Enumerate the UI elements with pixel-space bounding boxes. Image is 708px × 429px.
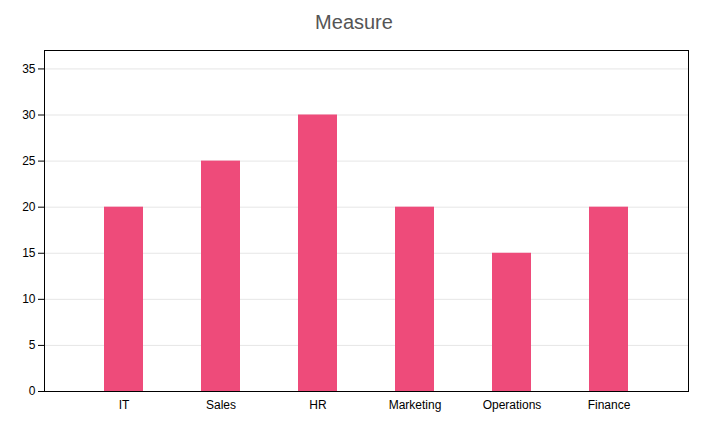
svg-text:20: 20 <box>22 200 36 214</box>
svg-text:0: 0 <box>29 384 36 398</box>
svg-text:10: 10 <box>22 292 36 306</box>
svg-text:Finance: Finance <box>588 398 631 412</box>
svg-text:30: 30 <box>22 108 36 122</box>
svg-text:IT: IT <box>119 398 130 412</box>
svg-text:Marketing: Marketing <box>389 398 442 412</box>
svg-text:25: 25 <box>22 154 36 168</box>
svg-text:HR: HR <box>309 398 327 412</box>
html-text:Measure: Measure <box>315 11 393 33</box>
svg-text:5: 5 <box>29 338 36 352</box>
svg-text:15: 15 <box>22 246 36 260</box>
svg-text:Sales: Sales <box>206 398 236 412</box>
svg-text:Operations: Operations <box>483 398 542 412</box>
svg-text:35: 35 <box>22 62 36 76</box>
